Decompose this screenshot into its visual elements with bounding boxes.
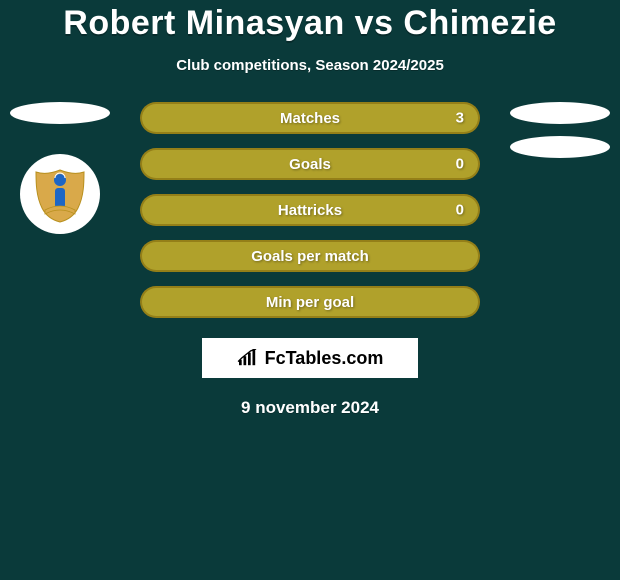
stat-value: 3 [456,110,464,127]
right-column [500,102,620,158]
stat-row: Min per goal [140,286,480,318]
stat-label: Hattricks [278,202,342,219]
club-logo [20,154,100,234]
stat-row: Goals per match [140,240,480,272]
stats-table: Matches 3 Goals 0 Hattricks 0 Goals per match M… [140,102,480,318]
stat-row: Hattricks 0 [140,194,480,226]
left-column [0,102,120,234]
player-oval [10,102,110,124]
player-oval [510,136,610,158]
stat-value: 0 [456,156,464,173]
date-label: 9 november 2024 [0,398,620,418]
subtitle: Club competitions, Season 2024/2025 [0,57,620,74]
stat-label: Matches [280,110,340,127]
stat-label: Goals per match [251,248,369,265]
player-oval [510,102,610,124]
stat-row: Matches 3 [140,102,480,134]
chart-icon [237,349,259,367]
stat-label: Min per goal [266,294,354,311]
brand-badge: FcTables.com [202,338,418,378]
stat-label: Goals [289,156,331,173]
page-title: Robert Minasyan vs Chimezie [0,0,620,43]
brand-text: FcTables.com [265,348,384,369]
content-area: Matches 3 Goals 0 Hattricks 0 Goals per match M… [0,102,620,418]
stat-value: 0 [456,202,464,219]
stat-row: Goals 0 [140,148,480,180]
club-crest-icon [30,164,90,224]
